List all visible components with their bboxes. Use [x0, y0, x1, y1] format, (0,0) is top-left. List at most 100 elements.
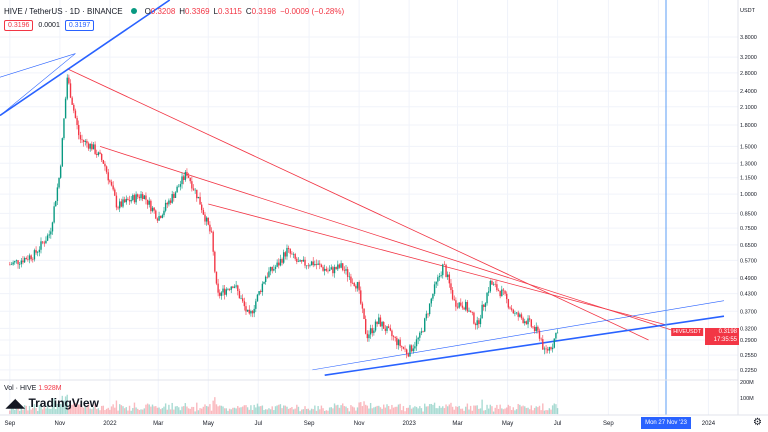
- candle-body: [483, 304, 485, 307]
- candle-body: [323, 268, 326, 271]
- time-axis[interactable]: Sep Nov 2022 Mar May Jul Sep Nov 2023 Mar May Jul Se…: [4, 421, 715, 427]
- volume-bar: [235, 408, 237, 414]
- volume-bar: [476, 405, 478, 414]
- candle-body: [332, 267, 334, 274]
- crosshair-date-label: Mon 27 Nov '23: [641, 417, 691, 429]
- volume-bar: [171, 402, 173, 414]
- sell-price-button[interactable]: 0.3196: [4, 20, 34, 31]
- volume-bar: [392, 407, 395, 414]
- volume-bar: [448, 404, 451, 414]
- gear-icon[interactable]: ⚙: [753, 417, 762, 428]
- volume-bar: [325, 410, 328, 414]
- volume-bar: [232, 407, 234, 414]
- volume-bar: [474, 405, 477, 414]
- candle-body: [404, 348, 406, 350]
- candle-body: [319, 263, 321, 265]
- volume-bar: [104, 410, 106, 414]
- candle-body: [478, 320, 480, 325]
- candle-body: [548, 347, 551, 351]
- candle-body: [71, 97, 73, 105]
- candle-body: [386, 326, 388, 331]
- volume-bar: [201, 408, 203, 414]
- volume-bar: [309, 410, 311, 414]
- candle-body: [156, 218, 159, 221]
- candle-body: [338, 264, 341, 268]
- candle-body: [89, 143, 91, 149]
- candle-body: [424, 318, 426, 332]
- volume-bar: [358, 402, 360, 414]
- volume-bar: [79, 404, 82, 414]
- candle-body: [209, 224, 211, 232]
- volume-bar: [76, 404, 78, 414]
- y-tick-label: 1.5000: [740, 144, 757, 150]
- volume-bar: [260, 406, 262, 414]
- candle-body: [474, 323, 477, 326]
- candle-body: [141, 194, 144, 199]
- candle-body: [48, 234, 50, 236]
- volume-bar: [66, 394, 68, 414]
- volume-bar: [491, 406, 493, 414]
- candle-body: [220, 292, 223, 296]
- candle-body: [401, 346, 403, 347]
- volume-bar: [207, 406, 209, 414]
- candle-body: [176, 186, 178, 193]
- candle-body: [304, 259, 306, 266]
- volume-bar: [427, 406, 429, 414]
- volume-bar: [250, 405, 252, 414]
- volume-bar: [63, 400, 65, 414]
- trendline-blue-thin: [312, 300, 725, 371]
- volume-bar: [328, 407, 331, 414]
- tradingview-logo[interactable]: ◢◣ TradingView: [6, 396, 99, 410]
- volume-bar: [194, 411, 196, 414]
- x-tick-label: Mar: [452, 421, 462, 427]
- volume-bar: [422, 411, 424, 414]
- volume-bar: [78, 404, 80, 414]
- volume-bar: [125, 407, 127, 414]
- volume-bar: [189, 408, 191, 414]
- candle-body: [369, 328, 372, 335]
- volume-bar: [547, 410, 549, 414]
- candle-body: [15, 260, 18, 262]
- candle-body: [487, 291, 490, 293]
- candle-body: [237, 285, 239, 292]
- volume-bar: [438, 405, 441, 414]
- volume-bar: [287, 408, 290, 414]
- volume-bar: [301, 409, 303, 414]
- change-value: −0.0009 (−0.28%): [280, 6, 345, 16]
- candle-body: [61, 138, 64, 167]
- candle-body: [243, 301, 246, 307]
- candle-body: [430, 298, 432, 304]
- chart-header: HIVE / TetherUS · 1D · BINANCE O0.3208 H…: [4, 3, 348, 19]
- buy-price-button[interactable]: 0.3197: [64, 20, 95, 31]
- volume-bar: [520, 406, 523, 414]
- candle-body: [87, 143, 90, 149]
- volume-bar: [532, 410, 534, 414]
- candle-body: [179, 184, 182, 187]
- volume-bar: [138, 410, 141, 414]
- trendline-red: [208, 203, 666, 326]
- volume-bar: [186, 406, 188, 414]
- high-value: H0.3369: [179, 6, 210, 16]
- market-status-icon: [130, 8, 137, 14]
- candle-body: [317, 263, 319, 265]
- volume-bar: [484, 410, 487, 414]
- candle-body: [330, 267, 332, 270]
- y-tick-label: 1.0000: [740, 192, 757, 198]
- volume-bar: [443, 408, 446, 414]
- candle-body: [241, 298, 244, 302]
- candle-body: [466, 301, 469, 312]
- volume-bar: [442, 406, 444, 414]
- candle-body: [64, 98, 67, 119]
- volume-bar: [33, 404, 36, 414]
- symbol-title[interactable]: HIVE / TetherUS · 1D · BINANCE: [4, 6, 123, 16]
- candle-body: [446, 274, 449, 277]
- volume-bar: [486, 404, 488, 414]
- volume-bar: [258, 406, 260, 414]
- volume-bar: [155, 406, 157, 414]
- volume-bar: [469, 405, 472, 414]
- y-tick-label: 0.2900: [740, 338, 757, 344]
- candle-body: [94, 144, 96, 154]
- y-tick-label: 0.3200: [740, 326, 757, 332]
- price-axis[interactable]: 3.8000 3.2000 2.8000 2.4000 2.1000 1.8000 1.50…: [740, 8, 757, 374]
